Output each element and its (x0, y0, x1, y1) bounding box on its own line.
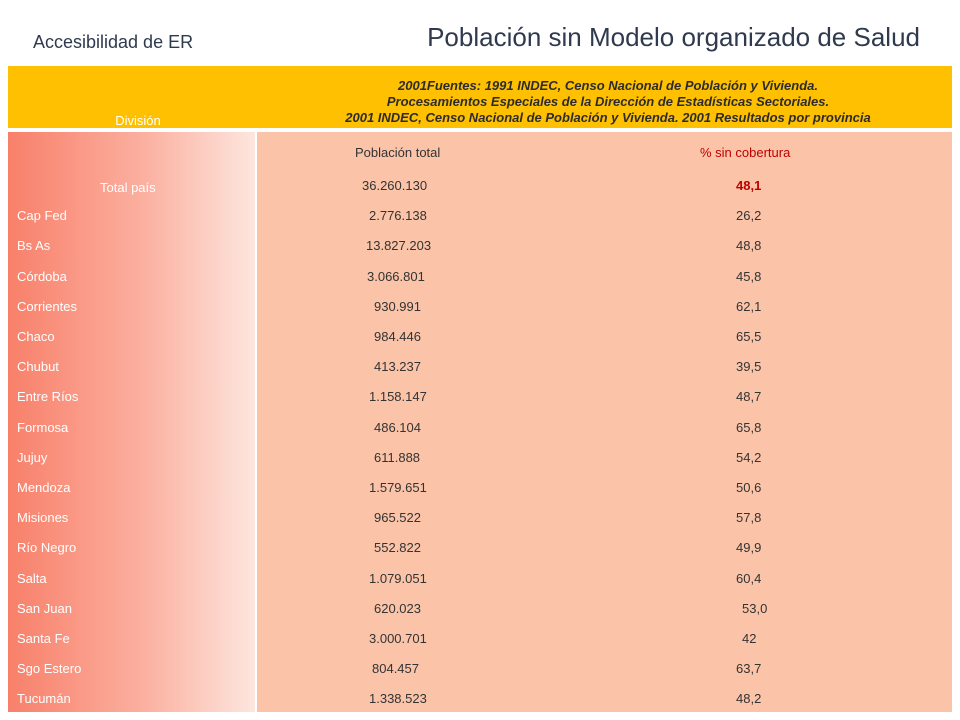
row-province-label: Entre Ríos (17, 389, 79, 404)
row-percent-value: 62,1 (736, 299, 762, 314)
row-population-value: 13.827.203 (366, 238, 432, 253)
row-population-value: 1.338.523 (369, 691, 427, 706)
row-province-label: Jujuy (17, 450, 48, 465)
row-population-value: 552.822 (374, 540, 421, 555)
row-province-label: Sgo Estero (17, 661, 82, 676)
row-province-label: Formosa (17, 420, 69, 435)
row-province-label: Bs As (17, 238, 51, 253)
row-population-value: 804.457 (372, 661, 419, 676)
row-percent-value: 48,1 (736, 178, 762, 193)
slide-title: Población sin Modelo organizado de Salud (427, 22, 920, 52)
row-percent-value: 39,5 (736, 359, 762, 374)
source-line: 2001 INDEC, Censo Nacional de Población … (345, 110, 871, 125)
header-divider (8, 128, 952, 130)
row-percent-value: 50,6 (736, 480, 762, 495)
row-total-label: Total país (100, 180, 156, 195)
row-population-value: 2.776.138 (369, 208, 427, 223)
row-percent-value: 53,0 (742, 601, 768, 616)
row-percent-value: 65,5 (736, 329, 762, 344)
row-percent-value: 63,7 (736, 661, 762, 676)
row-province-label: Corrientes (17, 299, 77, 314)
row-percent-value: 45,8 (736, 269, 762, 284)
row-population-value: 1.158.147 (369, 389, 427, 404)
percent-column-header: % sin cobertura (700, 145, 791, 160)
row-percent-value: 48,7 (736, 389, 762, 404)
row-population-value: 965.522 (374, 510, 421, 525)
source-line: Procesamientos Especiales de la Direcció… (386, 94, 830, 109)
row-province-label: Chaco (17, 329, 55, 344)
row-population-value: 620.023 (374, 601, 421, 616)
row-population-value: 1.079.051 (369, 571, 427, 586)
row-province-label: Río Negro (17, 540, 77, 555)
row-percent-value: 26,2 (736, 208, 762, 223)
row-province-label: Chubut (17, 359, 59, 374)
row-percent-value: 57,8 (736, 510, 762, 525)
row-percent-value: 48,2 (736, 691, 762, 706)
row-population-value: 611.888 (374, 450, 421, 465)
row-province-label: Salta (17, 571, 47, 586)
row-province-label: Misiones (17, 510, 69, 525)
row-province-label: San Juan (17, 601, 72, 616)
row-population-value: 984.446 (374, 329, 421, 344)
row-population-value: 3.066.801 (367, 269, 425, 284)
division-column (8, 132, 255, 712)
row-province-label: Tucumán (17, 691, 71, 706)
row-percent-value: 42 (742, 631, 757, 646)
row-province-label: Cap Fed (17, 208, 67, 223)
row-percent-value: 54,2 (736, 450, 762, 465)
row-population-value: 3.000.701 (369, 631, 427, 646)
row-population-value: 413.237 (374, 359, 421, 374)
row-population-value: 36.260.130 (362, 178, 428, 193)
row-population-value: 1.579.651 (369, 480, 427, 495)
row-province-label: Santa Fe (17, 631, 70, 646)
source-note: 2001Fuentes: 1991 INDEC, Censo Nacional … (264, 78, 952, 126)
row-population-value: 486.104 (374, 420, 421, 435)
data-columns (257, 132, 952, 712)
row-percent-value: 60,4 (736, 571, 762, 586)
slide-subtitle: Accesibilidad de ER (33, 32, 194, 52)
row-percent-value: 48,8 (736, 238, 762, 253)
row-percent-value: 65,8 (736, 420, 762, 435)
row-province-label: Mendoza (17, 480, 71, 495)
row-population-value: 930.991 (374, 299, 421, 314)
column-separator (255, 132, 257, 712)
source-line: 2001Fuentes: 1991 INDEC, Censo Nacional … (398, 78, 818, 93)
row-percent-value: 49,9 (736, 540, 762, 555)
population-column-header: Población total (355, 145, 441, 160)
row-province-label: Córdoba (17, 269, 67, 284)
table-header-band: División 2001Fuentes: 1991 INDEC, Censo … (8, 66, 952, 130)
division-column-header: División (115, 113, 161, 128)
